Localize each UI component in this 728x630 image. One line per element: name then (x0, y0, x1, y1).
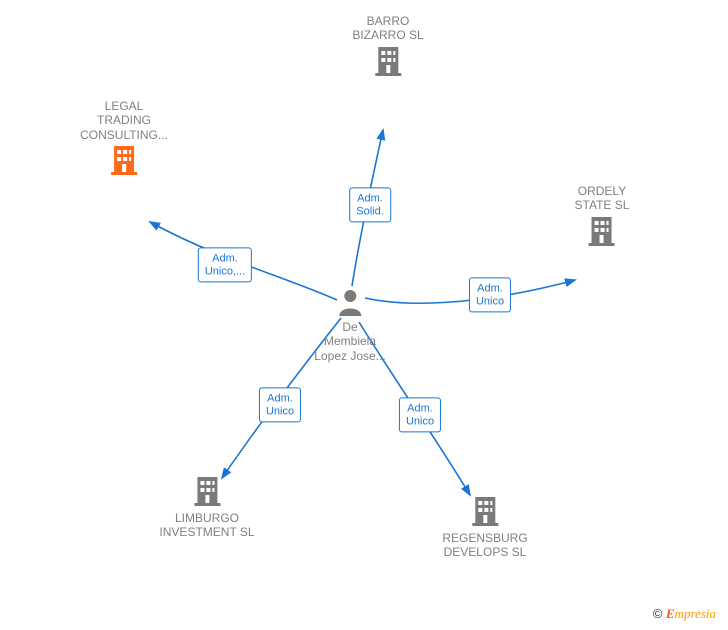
diagram-canvas: De Membiela Lopez Jose... LEGAL TRADING C… (0, 0, 728, 630)
company-node-limburgo[interactable]: LIMBURGO INVESTMENT SL (159, 473, 254, 540)
company-label: BARRO BIZARRO SL (352, 14, 423, 43)
building-icon (468, 493, 502, 527)
company-label: ORDELY STATE SL (575, 184, 630, 213)
company-node-legal[interactable]: LEGAL TRADING CONSULTING... (80, 95, 168, 176)
company-label: LIMBURGO INVESTMENT SL (159, 511, 254, 540)
copyright: © Empresia (653, 606, 716, 622)
copyright-brand: Empresia (666, 606, 716, 621)
building-icon (190, 473, 224, 507)
building-icon (107, 142, 141, 176)
building-icon (371, 43, 405, 77)
building-icon (585, 213, 619, 247)
person-icon (337, 288, 363, 316)
company-node-ordely[interactable]: ORDELY STATE SL (575, 180, 630, 247)
edge-label-barro: Adm. Solid. (349, 187, 391, 222)
edge-label-legal: Adm. Unico,... (198, 247, 252, 282)
center-person-label: De Membiela Lopez Jose... (314, 320, 385, 363)
company-node-regensburg[interactable]: REGENSBURG DEVELOPS SL (442, 493, 527, 560)
company-label: LEGAL TRADING CONSULTING... (80, 99, 168, 142)
edge-label-regensburg: Adm. Unico (399, 397, 441, 432)
copyright-symbol: © (653, 606, 663, 621)
center-person-node[interactable]: De Membiela Lopez Jose... (314, 288, 385, 363)
company-node-barro[interactable]: BARRO BIZARRO SL (352, 10, 423, 77)
edge-label-ordely: Adm. Unico (469, 277, 511, 312)
company-label: REGENSBURG DEVELOPS SL (442, 531, 527, 560)
edge-label-limburgo: Adm. Unico (259, 387, 301, 422)
